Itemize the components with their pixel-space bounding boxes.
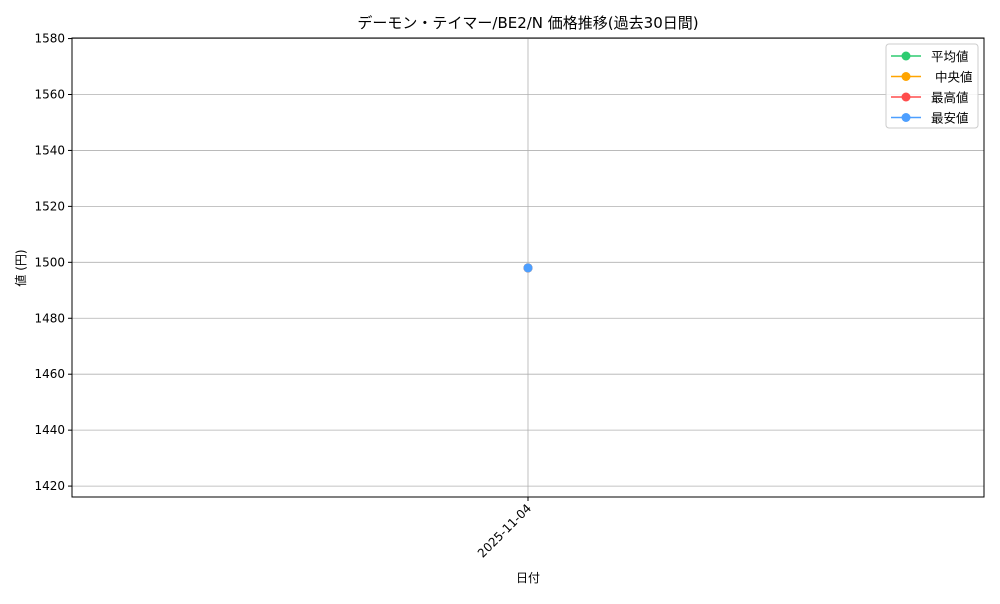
y-tick-label: 1520	[34, 199, 65, 213]
y-tick-label: 1580	[34, 32, 65, 46]
y-tick-label: 1460	[34, 367, 65, 381]
legend-label: 最安値	[931, 111, 969, 126]
legend-label: 平均値	[931, 49, 969, 64]
series	[523, 263, 533, 273]
y-tick-label: 1440	[34, 423, 65, 437]
legend-label: 中央値	[931, 70, 972, 85]
legend-label: 最高値	[931, 90, 969, 105]
y-axis: 1420 1440 1460 1480 1500 1520 1540 1560 1580	[34, 32, 72, 493]
y-tick-label: 1480	[34, 311, 65, 325]
data-point	[523, 263, 533, 273]
y-axis-label: 値 (円)	[13, 249, 28, 286]
grid	[72, 38, 984, 497]
plot-frame	[71, 37, 985, 498]
y-tick-label: 1540	[34, 143, 65, 157]
legend-marker	[901, 92, 911, 102]
x-tick-label: 2025-11-04	[475, 501, 534, 560]
x-axis-label: 日付	[516, 571, 540, 585]
y-tick-label: 1500	[34, 255, 65, 269]
chart-title: デーモン・テイマー/BE2/N 価格推移(過去30日間)	[357, 14, 698, 32]
legend-marker	[901, 72, 911, 81]
legend-marker	[901, 51, 911, 61]
x-axis: 2025-11-04	[475, 497, 534, 560]
legend-marker	[901, 113, 911, 122]
series-marks	[523, 263, 533, 273]
legend-box	[885, 43, 979, 129]
y-tick-label: 1420	[34, 479, 65, 493]
y-tick-label: 1560	[34, 88, 65, 102]
